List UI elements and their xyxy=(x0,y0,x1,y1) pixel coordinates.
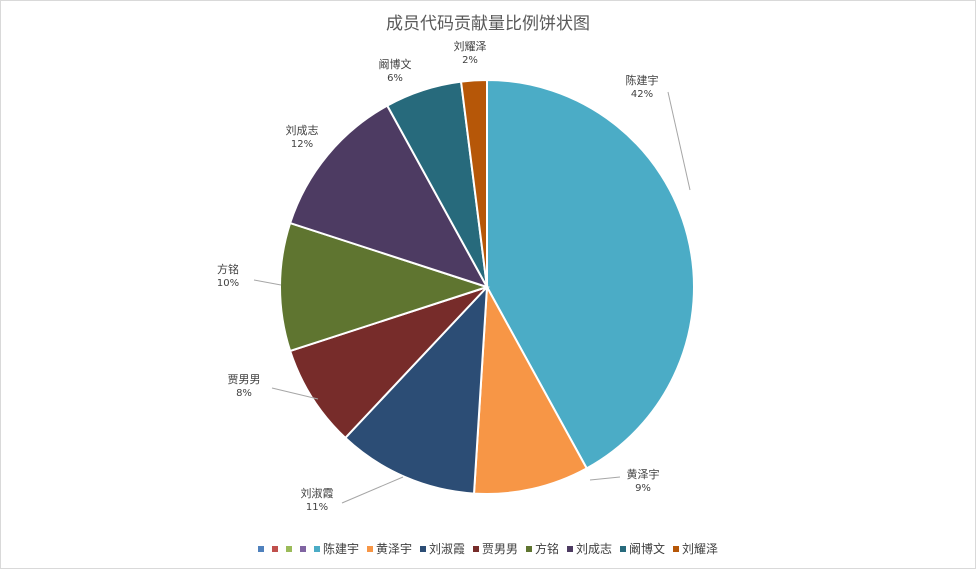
slice-percent-label-3: 11% xyxy=(306,502,328,513)
leader-line-3 xyxy=(341,476,404,504)
legend-item xyxy=(285,545,292,552)
chart-legend: 陈建宇 黄泽宇 刘淑霞 贾男男 方铭 刘成志 阚博文 刘耀泽 xyxy=(0,540,976,557)
legend-label: 黄泽宇 xyxy=(375,542,412,556)
chart-title: 成员代码贡献量比例饼状图 xyxy=(386,14,590,34)
slice-name-label-7: 阚博文 xyxy=(379,57,412,71)
slice-name-label-4: 贾男男 xyxy=(228,373,261,386)
legend-swatch xyxy=(285,545,292,552)
legend-label: 阚博文 xyxy=(629,542,666,556)
legend-label: 贾男男 xyxy=(481,542,518,556)
legend-swatch xyxy=(257,545,264,552)
legend-swatch xyxy=(419,545,426,552)
slice-name-label-6: 刘成志 xyxy=(286,124,319,137)
legend-swatch xyxy=(673,545,680,552)
pie-slice-5 xyxy=(279,221,491,353)
slice-percent-label-6: 12% xyxy=(291,139,313,150)
legend-label: 刘成志 xyxy=(576,542,613,556)
slice-name-label-2: 黄泽宇 xyxy=(627,467,660,481)
legend-item: 刘成志 xyxy=(567,540,612,557)
slice-percent-label-8: 2% xyxy=(462,55,478,66)
pie-slice-3 xyxy=(343,284,489,495)
leader-line-1 xyxy=(667,91,691,191)
slice-name-label-8: 刘耀泽 xyxy=(454,40,487,53)
pie-slice-2 xyxy=(472,283,589,495)
legend-label: 刘淑霞 xyxy=(428,542,465,556)
pie-slice-8 xyxy=(459,78,488,288)
legend-item: 黄泽宇 xyxy=(366,540,412,557)
leader-line-2 xyxy=(589,476,621,481)
legend-item: 陈建宇 xyxy=(313,540,359,557)
legend-item: 方铭 xyxy=(526,540,559,557)
legend-item: 阚博文 xyxy=(620,540,665,557)
slice-percent-label-1: 42% xyxy=(631,89,653,100)
legend-label: 陈建宇 xyxy=(322,542,359,556)
legend-swatch xyxy=(526,545,532,552)
leader-line-5 xyxy=(253,279,282,286)
pie-slice-1 xyxy=(486,78,695,470)
legend-swatch xyxy=(567,545,574,552)
slice-name-label-3: 刘淑霞 xyxy=(301,487,334,500)
legend-item: 刘淑霞 xyxy=(419,540,465,557)
legend-swatch xyxy=(366,545,373,552)
slice-name-label-1: 陈建宇 xyxy=(626,73,659,87)
legend-swatch xyxy=(620,545,627,552)
legend-label: 方铭 xyxy=(535,542,560,556)
slice-percent-label-7: 6% xyxy=(387,73,403,84)
leader-line-4 xyxy=(271,387,319,400)
legend-swatch xyxy=(271,545,278,552)
legend-swatch xyxy=(313,545,320,552)
slice-percent-label-4: 8% xyxy=(236,388,252,399)
pie-slice-6 xyxy=(288,104,490,289)
slice-name-label-5: 方铭 xyxy=(217,262,239,276)
legend-item xyxy=(257,545,264,552)
legend-item xyxy=(299,545,306,552)
slice-percent-label-2: 9% xyxy=(635,483,651,494)
legend-swatch xyxy=(472,545,479,552)
slice-percent-label-5: 10% xyxy=(217,278,239,289)
legend-swatch xyxy=(299,545,306,552)
legend-item xyxy=(271,545,278,552)
legend-item: 贾男男 xyxy=(472,540,518,557)
legend-item: 刘耀泽 xyxy=(673,540,718,557)
legend-label: 刘耀泽 xyxy=(682,542,719,556)
